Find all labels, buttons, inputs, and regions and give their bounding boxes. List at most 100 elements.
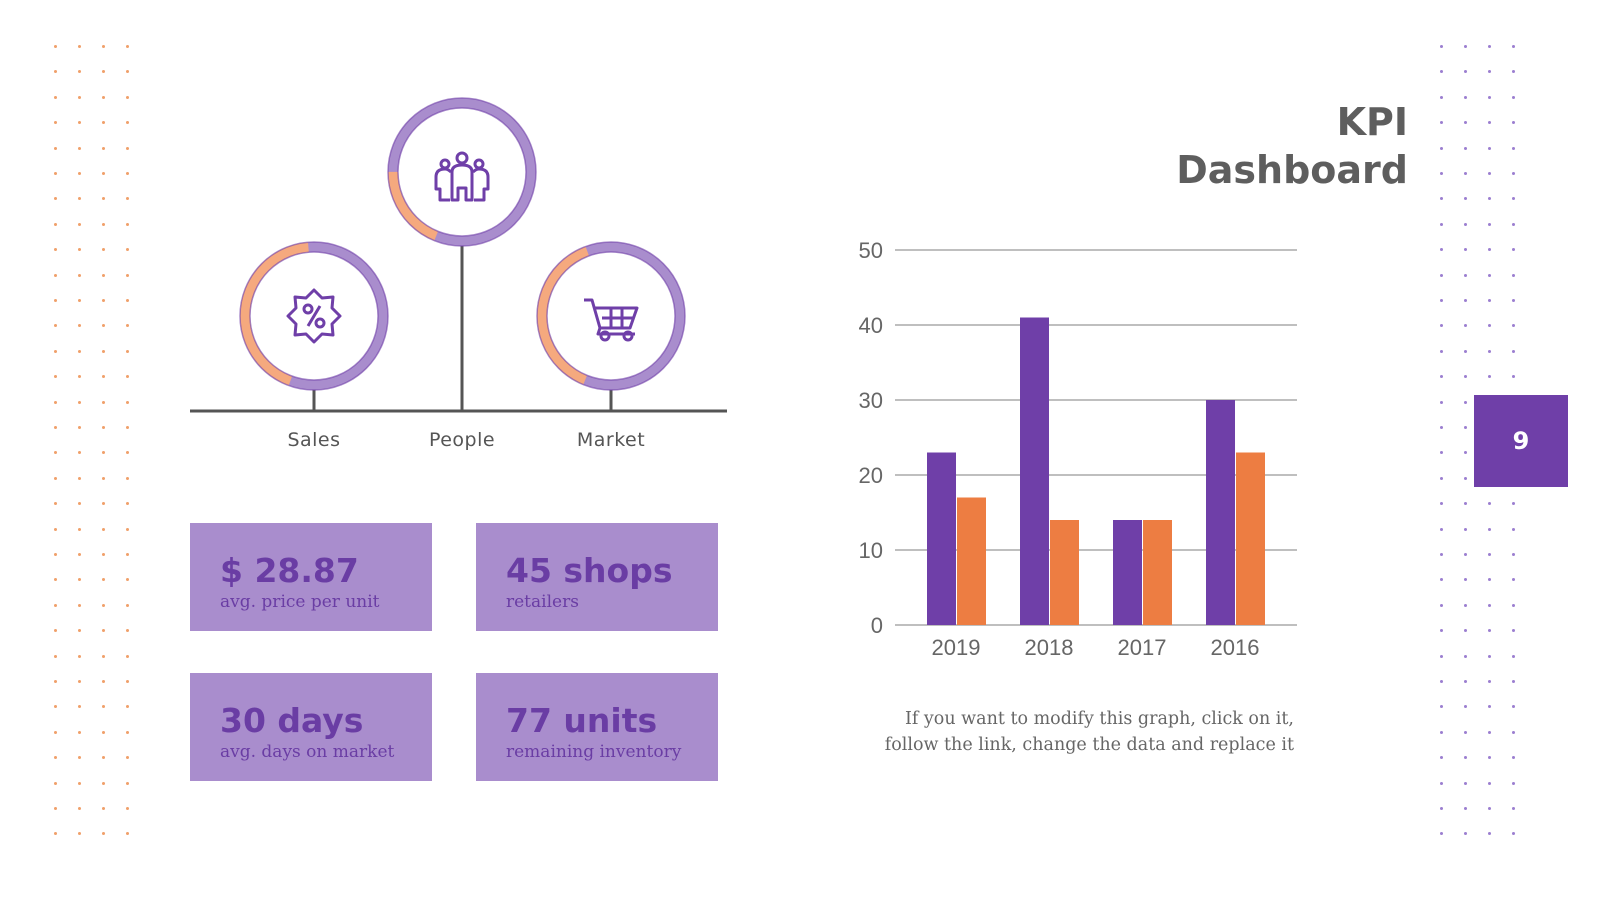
dot [1488,730,1491,734]
dot [126,273,129,277]
dot [54,324,57,328]
x-tick-label: 2016 [1211,635,1260,660]
dot [1488,299,1491,302]
dot [1488,273,1491,277]
dot [1512,172,1515,175]
dot [1440,400,1443,404]
dot [126,45,129,48]
dot [102,273,105,277]
dot [54,730,57,734]
dot [1512,527,1515,531]
y-tick-label: 20 [859,463,883,488]
dot [54,222,57,226]
dot [54,629,57,633]
dot [126,426,129,429]
dot [126,375,129,379]
dot [1464,527,1467,531]
dot [1488,222,1491,226]
dot [1512,705,1515,709]
dot [102,451,105,455]
kpi-card-units: 77 units remaining inventory [476,673,718,781]
dot [1512,603,1515,607]
shopping-cart-icon [584,298,639,342]
dot [126,705,129,709]
dot [1512,781,1515,785]
dot [1464,45,1467,48]
dot [1440,629,1443,633]
dot [54,807,57,810]
dot [102,248,105,252]
caption-line-1: If you want to modify this graph, click … [904,709,1294,729]
dot [78,502,81,506]
dot [1488,248,1491,252]
dot [102,654,105,658]
dot [1464,603,1467,607]
dot [1512,629,1515,633]
dot [1440,781,1443,785]
dot [126,781,129,785]
dot [102,121,105,125]
dot [1440,502,1443,506]
dot [1440,426,1443,429]
dot [1488,349,1491,353]
dot [1512,832,1515,836]
bar-2017-series-2 [1143,520,1172,625]
dot [1440,527,1443,531]
dot [54,248,57,252]
dot [1440,832,1443,836]
dot [78,400,81,404]
dot [1464,70,1467,74]
dot [54,603,57,607]
dot [1440,578,1443,582]
dot [1440,807,1443,810]
dot [78,553,81,556]
chart-caption: If you want to modify this graph, click … [885,706,1294,758]
dot [102,197,105,201]
dot [54,502,57,506]
dot [102,756,105,760]
dot [102,603,105,607]
dot [1464,553,1467,556]
dot [78,426,81,429]
bar-chart[interactable]: 0 10 20 30 40 50 2019 2018 2017 2016 [0,0,1400,680]
ring-sales [239,241,389,391]
dot [1440,730,1443,734]
dot [54,349,57,353]
dot [54,578,57,582]
dot [1488,781,1491,785]
dot [1488,654,1491,658]
dot [102,95,105,99]
ring-market [536,241,686,391]
kpi-card-days: 30 days avg. days on market [190,673,432,781]
dot [1488,197,1491,201]
dot [1512,299,1515,302]
dot [126,578,129,582]
dot [54,832,57,836]
dot [1440,476,1443,480]
dot [102,299,105,302]
caption-line-2: follow the link, change the data and rep… [884,735,1294,755]
dot [54,121,57,125]
dot [54,95,57,99]
dot [126,400,129,404]
dot [126,197,129,201]
dot [126,146,129,150]
dot [1512,222,1515,226]
tree-label-market: Market [576,429,646,451]
dot [126,730,129,734]
dot [78,451,81,455]
dot [78,705,81,709]
dot [102,349,105,353]
dot [54,426,57,429]
dot [102,705,105,709]
dot [78,349,81,353]
team-icon [434,151,490,202]
dot [1512,121,1515,125]
dot [1440,146,1443,150]
dot [1488,705,1491,709]
dot [54,197,57,201]
kpi-label: remaining inventory [506,742,682,762]
dot [1440,273,1443,277]
dot [102,832,105,836]
dot [78,832,81,836]
